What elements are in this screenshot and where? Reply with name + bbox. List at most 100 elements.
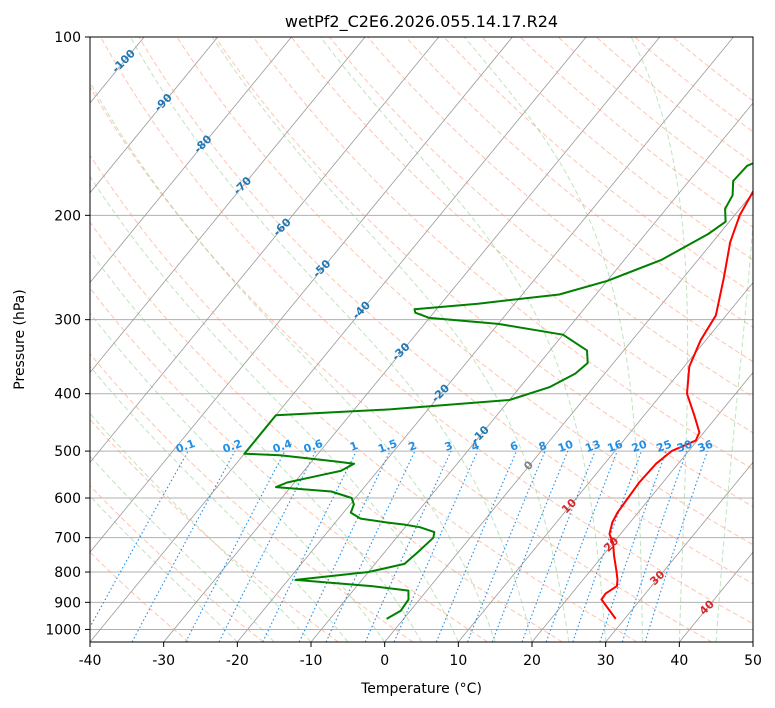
mixing-ratio-line [262, 450, 357, 642]
dry-adiabat-line [176, 37, 753, 546]
y-tick-label: 100 [54, 30, 81, 46]
dry-adiabat-line [100, 37, 753, 625]
mixing-ratio-line [521, 450, 596, 642]
isotherm-line [90, 37, 513, 553]
x-tick-label: -30 [152, 653, 175, 669]
isotherm-line [90, 37, 440, 463]
y-tick-label: 200 [54, 208, 81, 224]
moist-adiabat-line [211, 37, 570, 642]
mixing-ratio-label: 0.2 [221, 437, 244, 456]
isotherm-line [90, 37, 219, 194]
moist-adiabat-line [90, 412, 312, 642]
moist-adiabat-line [90, 312, 386, 642]
moist-adiabat-line [90, 81, 496, 642]
dry-adiabat-line [329, 37, 753, 398]
mixing-ratio-label: 16 [606, 438, 625, 456]
dry-adiabat-line [90, 484, 264, 642]
mixing-ratio-line [644, 450, 708, 642]
y-tick-label: 700 [54, 531, 81, 547]
data-lines [243, 162, 753, 620]
y-tick-label: 900 [54, 595, 81, 611]
isotherm-line [458, 282, 753, 642]
mixing-ratio-label: 10 [556, 438, 575, 456]
x-tick-label: 30 [597, 653, 615, 669]
temperature-profile-line [600, 189, 753, 620]
mixing-ratio-line [572, 450, 643, 642]
mixing-ratio-line [218, 450, 317, 642]
moist-adiabat-line [90, 495, 238, 642]
mixing-ratio-label: 6 [508, 439, 520, 454]
mixing-ratio-label: 25 [655, 438, 674, 455]
dry-adiabat-line [90, 551, 190, 642]
dry-adiabat-line [138, 37, 753, 585]
y-tick-label: 500 [54, 444, 81, 460]
moist-adiabat-line [630, 37, 689, 642]
dry-adiabat-line [90, 221, 563, 642]
dry-adiabat-line [90, 154, 638, 642]
plot-frame [89, 36, 754, 643]
mixing-ratio-label: 8 [537, 439, 549, 454]
dry-adiabat-line [90, 418, 339, 642]
mixing-ratio-label: 20 [630, 438, 649, 456]
dewpoint-profile-line [243, 162, 753, 620]
x-tick-label: 0 [380, 653, 389, 669]
mixing-ratio-line [435, 450, 518, 642]
mixing-ratio-label: 2 [407, 439, 419, 454]
y-tick-label: 400 [54, 387, 81, 403]
y-tick-label: 600 [54, 491, 81, 507]
mixing-ratio-line [491, 450, 569, 642]
background-lines [90, 37, 753, 642]
mixing-ratio-line [545, 450, 618, 642]
mixing-ratio-line [364, 450, 452, 642]
moist-adiabat-line [715, 216, 753, 642]
isotherm-line [163, 37, 661, 642]
mixing-ratio-label: 30 [675, 438, 694, 456]
moist-adiabat-line [129, 37, 533, 642]
axis-ticks: -40 -30 -20 -10 0 10 20 30 40 5010020030040050060… [45, 30, 762, 669]
isotherm-line [605, 461, 753, 642]
dry-adiabat-line [291, 37, 753, 434]
mixing-ratio-label: 36 [696, 438, 715, 456]
mixing-ratio-line [621, 450, 688, 642]
x-axis-label: Temperature (°C) [360, 681, 482, 697]
x-tick-label: 50 [744, 653, 762, 669]
dry-adiabat-line [405, 37, 753, 328]
mixing-ratio-label: 0.6 [302, 437, 325, 456]
x-tick-label: -20 [226, 653, 249, 669]
mixing-ratio-line [393, 450, 479, 642]
isotherm-line [90, 37, 366, 374]
mixing-ratio-line [599, 450, 667, 642]
y-axis-label: Pressure (hPa) [12, 289, 28, 389]
mixing-ratio-label: 3 [443, 439, 455, 454]
moist-adiabat-line [464, 37, 643, 642]
dry-adiabat-line [90, 86, 712, 642]
mixing-ratio-line [131, 450, 236, 642]
mixing-ratio-label: 0.4 [271, 437, 294, 456]
y-tick-label: 1000 [45, 622, 81, 638]
x-tick-label: -40 [79, 653, 102, 669]
mixing-ratio-label: 4 [470, 439, 482, 454]
y-tick-label: 300 [54, 313, 81, 329]
isotherm-line [531, 371, 753, 642]
x-tick-label: -10 [300, 653, 323, 669]
chart-title: wetPf2_C2E6.2026.055.14.17.R24 [285, 12, 558, 32]
mixing-ratio-line [466, 450, 546, 642]
dry-adiabat-line [90, 353, 414, 642]
moist-adiabat-line [90, 175, 459, 642]
moist-adiabat-line [90, 250, 422, 642]
x-tick-label: 10 [449, 653, 467, 669]
dry-adiabat-line [443, 37, 753, 294]
x-tick-label: 40 [670, 653, 688, 669]
mixing-ratio-label: 1.5 [376, 437, 399, 456]
mixing-ratio-label: 0.1 [174, 437, 197, 456]
y-tick-label: 800 [54, 565, 81, 581]
isotherm-line [384, 192, 753, 642]
isotherm-line [90, 37, 587, 642]
isotherm-line [90, 37, 292, 284]
isotherm-line [237, 37, 734, 642]
moist-adiabat-line [90, 455, 275, 642]
mixing-ratio-label: 1 [348, 439, 360, 454]
x-tick-label: 20 [523, 653, 541, 669]
